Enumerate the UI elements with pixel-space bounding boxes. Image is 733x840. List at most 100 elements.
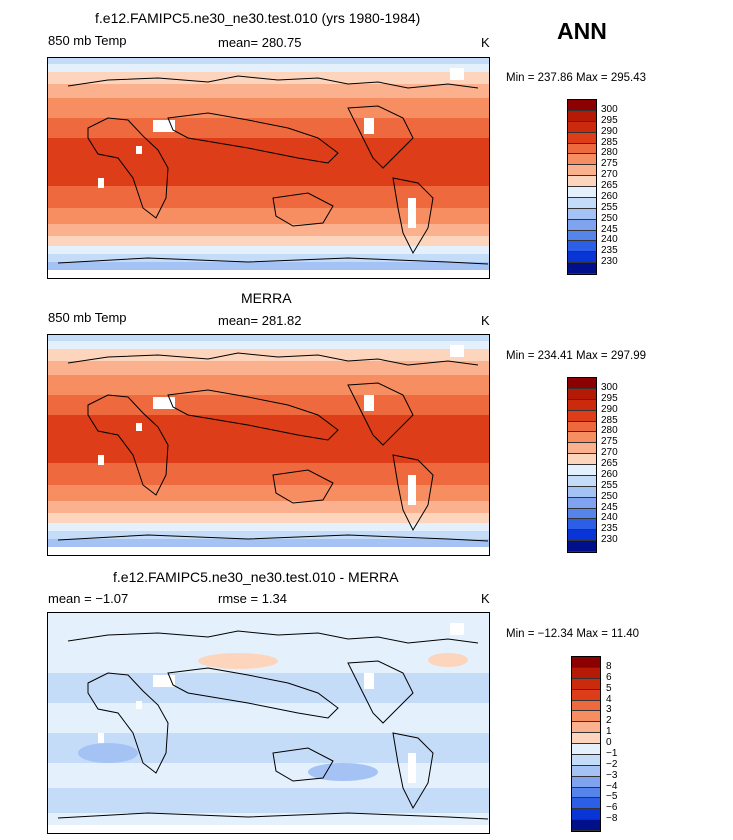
colorbar-tick-label: −1 xyxy=(606,747,618,759)
coastline xyxy=(167,389,339,441)
colorbar-tick-label: 240 xyxy=(601,234,618,246)
field-band xyxy=(48,335,489,341)
colorbar-swatch xyxy=(572,744,600,755)
coastline xyxy=(57,812,489,820)
colorbar-tick-label: 235 xyxy=(601,245,618,257)
missing-data-region xyxy=(450,68,464,80)
missing-data-region xyxy=(136,701,142,709)
panel-3-units-label: K xyxy=(481,591,490,606)
coastline xyxy=(87,672,169,774)
coastline xyxy=(347,660,414,724)
colorbar-tick-label: 260 xyxy=(601,190,618,202)
colorbar-tick-label: 2 xyxy=(606,715,612,727)
colorbar-swatch xyxy=(568,187,596,198)
colorbar-swatch xyxy=(568,197,596,209)
missing-data-region xyxy=(98,455,104,465)
coastline xyxy=(67,630,479,644)
field-band xyxy=(48,186,489,208)
colorbar-tick-label: 240 xyxy=(601,512,618,524)
colorbar-tick-label: 275 xyxy=(601,436,618,448)
colorbar-swatch xyxy=(572,765,600,777)
colorbar-swatch xyxy=(568,143,596,155)
coastline xyxy=(347,105,414,169)
field-band xyxy=(48,208,489,224)
colorbar-swatch xyxy=(568,475,596,487)
field-band xyxy=(48,613,489,633)
colorbar-tick-label: −2 xyxy=(606,758,618,770)
colorbar-swatch xyxy=(568,110,596,122)
field-band xyxy=(48,98,489,118)
colorbar-tick-label: 230 xyxy=(601,534,618,546)
colorbar-swatch xyxy=(568,443,596,455)
coastline xyxy=(67,352,479,366)
coastline xyxy=(272,469,334,504)
field-band xyxy=(48,270,489,278)
field-band xyxy=(48,138,489,186)
colorbar-swatch xyxy=(568,378,596,389)
field-band xyxy=(48,236,489,246)
field-band xyxy=(48,224,489,236)
field-band xyxy=(48,361,489,375)
field-band xyxy=(48,531,489,539)
colorbar-tick-label: 285 xyxy=(601,136,618,148)
panel-2-minmax: Min = 234.41 Max = 297.99 xyxy=(506,350,647,362)
field-patch xyxy=(198,653,278,669)
field-band xyxy=(48,64,489,72)
colorbar-swatch xyxy=(572,798,600,810)
colorbar-swatch xyxy=(568,410,596,422)
colorbar-swatch xyxy=(568,465,596,476)
colorbar-swatch xyxy=(568,432,596,444)
field-band xyxy=(48,84,489,98)
coastline xyxy=(272,747,334,782)
colorbar-tick-label: 235 xyxy=(601,523,618,535)
field-band xyxy=(48,547,489,555)
field-band xyxy=(48,262,489,270)
field-band xyxy=(48,539,489,547)
field-band xyxy=(48,415,489,463)
colorbar-tick-label: 300 xyxy=(601,381,618,393)
colorbar-tick-label: 280 xyxy=(601,425,618,437)
field-band xyxy=(48,813,489,825)
colorbar-swatch xyxy=(572,776,600,788)
field-band xyxy=(48,501,489,513)
panel-2-variable-label: 850 mb Temp xyxy=(48,310,127,325)
coastline xyxy=(167,112,339,164)
colorbar-tick-label: 6 xyxy=(606,671,612,683)
colorbar-swatch xyxy=(572,754,600,766)
colorbar-tick-label: 285 xyxy=(601,414,618,426)
colorbar-tick-label: −6 xyxy=(606,802,618,814)
colorbar-tick-label: −8 xyxy=(606,813,618,825)
missing-data-region xyxy=(408,198,416,228)
colorbar-swatch xyxy=(572,711,600,723)
coastline xyxy=(87,394,169,496)
colorbar-swatch xyxy=(568,219,596,231)
field-patch xyxy=(428,653,468,667)
coastline xyxy=(392,454,434,532)
colorbar-tick-label: 250 xyxy=(601,212,618,224)
missing-data-region xyxy=(98,733,104,743)
field-band xyxy=(48,395,489,415)
colorbar-tick-label: 290 xyxy=(601,403,618,415)
colorbar-tick-label: 260 xyxy=(601,468,618,480)
coastline xyxy=(57,534,489,542)
colorbar-swatch xyxy=(568,121,596,133)
panel-2-units-label: K xyxy=(481,313,490,328)
colorbar-tick-label: 245 xyxy=(601,223,618,235)
panel-3-minmax: Min = −12.34 Max = 11.40 xyxy=(506,628,640,640)
missing-data-region xyxy=(136,423,142,431)
coastline xyxy=(272,192,334,227)
colorbar-swatch xyxy=(568,454,596,465)
field-band xyxy=(48,72,489,84)
colorbar-swatch xyxy=(572,700,600,712)
field-band xyxy=(48,118,489,138)
colorbar-tick-label: 270 xyxy=(601,169,618,181)
colorbar-swatch xyxy=(568,519,596,531)
field-band xyxy=(48,341,489,349)
panel-2-map-field xyxy=(48,335,489,555)
field-band xyxy=(48,673,489,703)
colorbar-tick-label: 8 xyxy=(606,660,612,672)
panel-1-title: f.e12.FAMIPC5.ne30_ne30.test.010 (yrs 19… xyxy=(95,10,421,26)
coastline xyxy=(392,177,434,255)
panel-1-map-field xyxy=(48,58,489,278)
panel-2-mean-label: mean= 281.82 xyxy=(218,313,302,328)
